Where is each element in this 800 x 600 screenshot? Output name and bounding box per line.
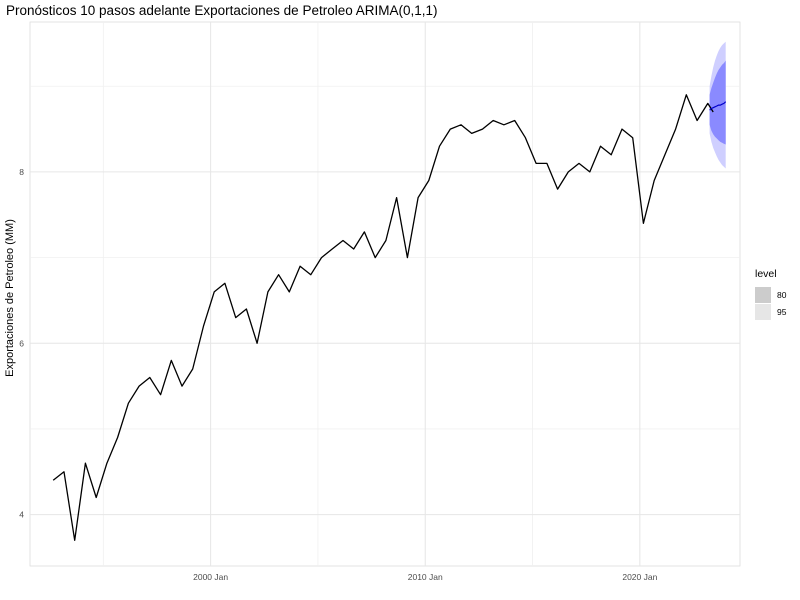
legend-swatch-95 <box>755 303 771 320</box>
legend-item-80: 80 <box>755 286 786 303</box>
legend-swatch-80 <box>755 286 771 303</box>
legend-label-80: 80 <box>777 289 787 300</box>
legend-title: level <box>755 268 777 280</box>
plot-border <box>29 21 741 567</box>
legend-item-95: 95 <box>755 303 786 320</box>
y-tick-label-0: 4 <box>19 510 24 520</box>
y-tick-label-1: 6 <box>19 338 24 348</box>
forecast-line <box>709 101 727 111</box>
x-tick-label-1: 2010 Jan <box>408 572 443 582</box>
legend: level 80 95 <box>755 268 786 320</box>
x-tick-label-0: 2000 Jan <box>193 572 228 582</box>
y-tick-label-2: 8 <box>19 167 24 177</box>
chart-title: Pronósticos 10 pasos adelante Exportacio… <box>6 3 438 18</box>
x-tick-label-2: 2020 Jan <box>622 572 657 582</box>
legend-label-95: 95 <box>777 306 787 317</box>
history-line <box>52 94 714 541</box>
forecast-band-80 <box>709 60 726 145</box>
